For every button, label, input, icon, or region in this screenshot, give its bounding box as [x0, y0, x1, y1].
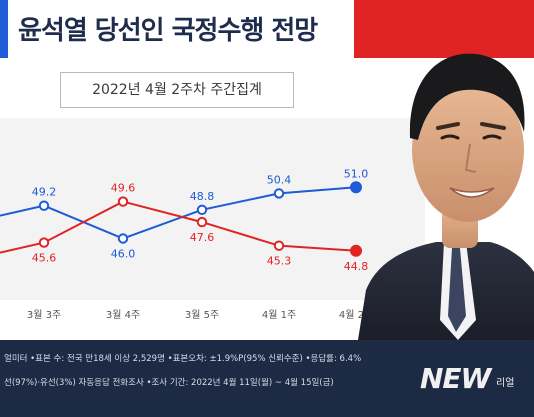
- header-accent-blue: [0, 0, 8, 58]
- footer-line-1: 얼미터 •표본 수: 전국 만18세 이상 2,529명 •표본오차: ±1.9…: [4, 354, 362, 364]
- data-label: 46.0: [111, 248, 136, 261]
- data-point: [117, 196, 129, 207]
- data-point: [38, 237, 50, 248]
- data-point: [350, 244, 362, 257]
- data-label: 51.0: [344, 167, 369, 180]
- header-accent-red: [354, 0, 534, 58]
- subtitle-box: 2022년 4월 2주차 주간집계: [60, 72, 294, 108]
- data-point: [38, 200, 50, 211]
- data-point: [196, 204, 208, 216]
- x-tick-label: 4월 1주: [262, 309, 296, 321]
- page-title: 윤석열 당선인 국정수행 전망: [18, 16, 318, 46]
- series-line-blue: [0, 186, 357, 240]
- data-point: [350, 181, 362, 194]
- data-point: [273, 188, 285, 199]
- watermark-logo-sub: 리얼: [496, 378, 515, 389]
- footer: 얼미터 •표본 수: 전국 만18세 이상 2,529명 •표본오차: ±1.9…: [0, 340, 534, 417]
- x-tick-label: 3월 5주: [185, 309, 219, 321]
- series-line-red: [0, 200, 357, 254]
- data-label: 45.3: [267, 255, 292, 268]
- subtitle: 2022년 4월 2주차 주간집계: [92, 82, 262, 98]
- data-label: 48.8: [190, 190, 215, 203]
- data-label: 49.6: [111, 182, 136, 195]
- x-tick-label: 3월 4주: [106, 309, 140, 321]
- chart-panel: [0, 118, 425, 300]
- footer-line-2: 선(97%)·유선(3%) 자동응답 전화조사 •조사 기간: 2022년 4월…: [4, 378, 334, 388]
- data-label: 44.8: [344, 260, 369, 273]
- header: 윤석열 당선인 국정수행 전망: [0, 0, 534, 58]
- watermark-logo: NEW: [420, 362, 491, 395]
- data-label: 47.6: [190, 231, 215, 244]
- data-label: 49.2: [32, 186, 57, 199]
- line-chart: 49.2 46.0 48.8 50.4 51.0 45.6 49.6 47.6 45.3 44.8…: [0, 167, 373, 321]
- data-point: [117, 233, 129, 244]
- portrait-photo: [358, 53, 534, 340]
- data-label: 45.6: [32, 252, 57, 265]
- x-tick-label: 3월 3주: [27, 309, 61, 321]
- data-label: 50.4: [267, 173, 292, 186]
- data-point: [273, 240, 285, 251]
- data-point: [196, 216, 208, 228]
